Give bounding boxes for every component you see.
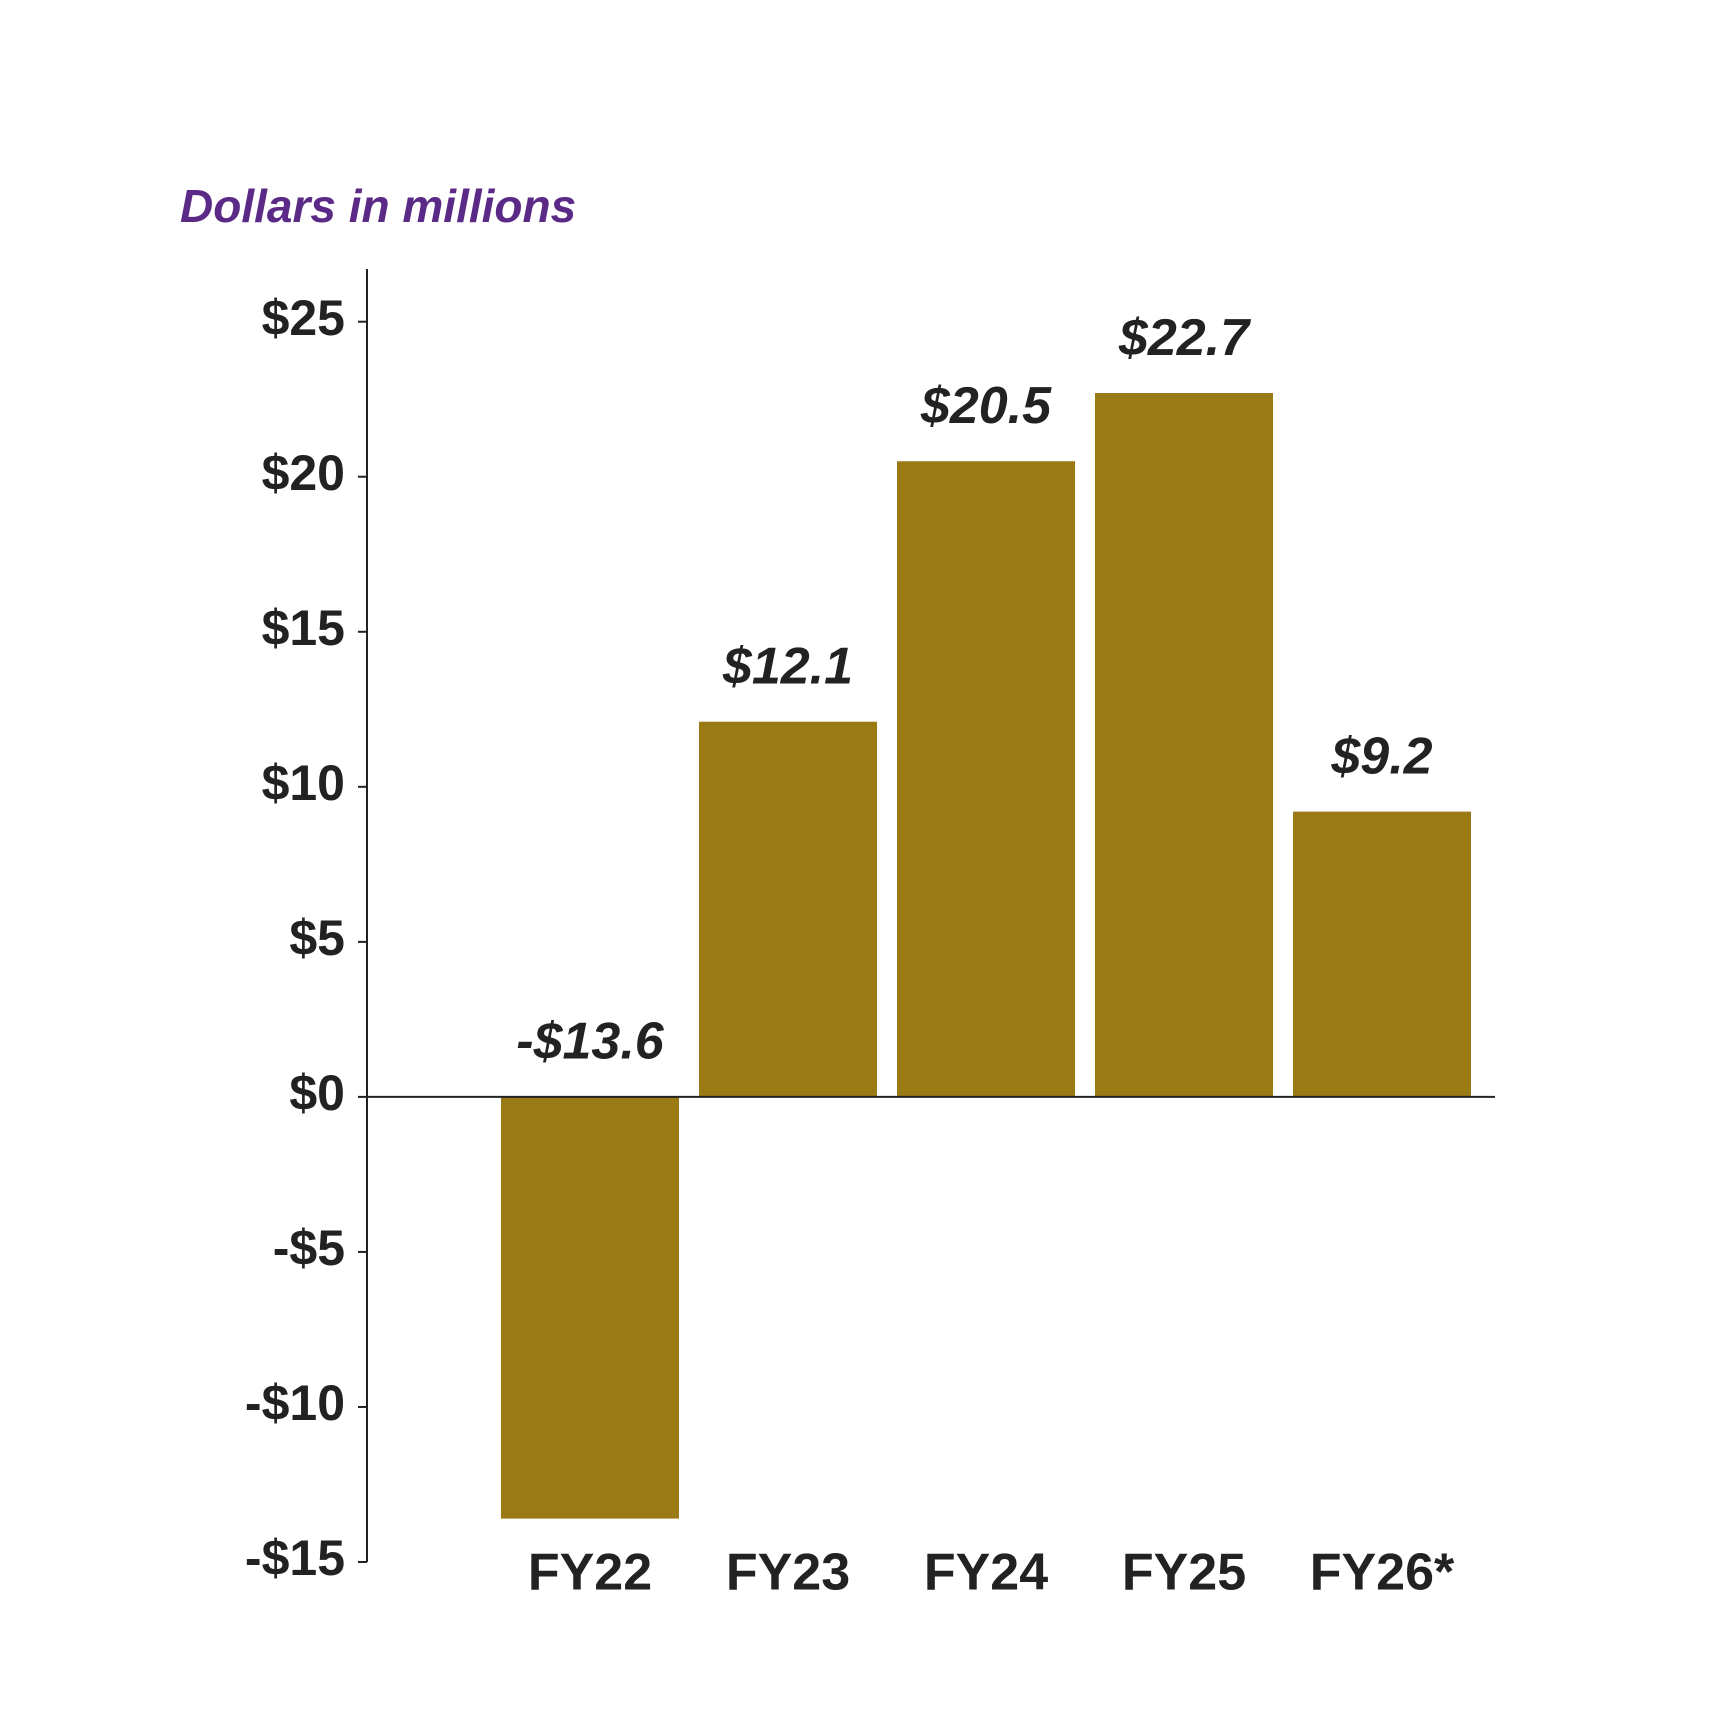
y-tick-label: -$15: [245, 1530, 345, 1586]
bar: [699, 721, 877, 1097]
bar: [1095, 393, 1273, 1097]
value-label: $9.2: [1330, 727, 1432, 785]
y-tick-label: $10: [262, 755, 345, 811]
y-tick-label: $5: [289, 910, 345, 966]
bar: [1293, 811, 1471, 1097]
x-tick-label: FY25: [1122, 1544, 1246, 1602]
y-tick-label: $15: [262, 600, 345, 656]
y-tick-label: -$10: [245, 1375, 345, 1431]
y-tick-label: $20: [262, 445, 345, 501]
y-tick-label: -$5: [273, 1220, 345, 1276]
y-tick-label: $0: [289, 1065, 345, 1121]
value-label: -$13.6: [516, 1013, 665, 1071]
bar: [501, 1096, 679, 1519]
x-tick-label: FY24: [924, 1544, 1048, 1602]
value-label: $12.1: [722, 637, 853, 695]
x-tick-label: FY26*: [1310, 1544, 1455, 1602]
value-label: $20.5: [920, 377, 1052, 435]
x-tick-label: FY22: [528, 1544, 652, 1602]
bar: [897, 461, 1075, 1097]
x-tick-label: FY23: [726, 1544, 850, 1602]
chart-subtitle: Dollars in millions: [180, 180, 576, 232]
y-tick-label: $25: [262, 290, 345, 346]
value-label: $22.7: [1118, 309, 1251, 367]
